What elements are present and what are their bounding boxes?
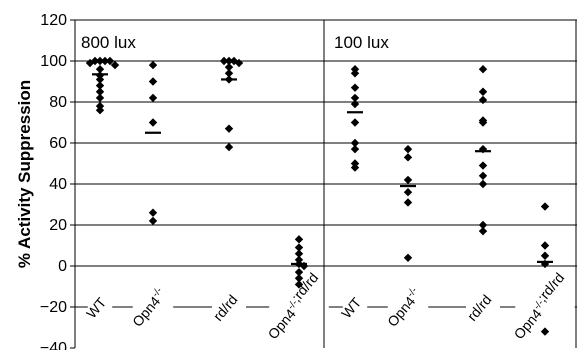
- category-label-text: WT: [83, 294, 110, 321]
- category-label-text: WT: [338, 294, 365, 321]
- data-point: [540, 327, 550, 336]
- grid-lines: [75, 60, 577, 310]
- data-point: [148, 60, 158, 70]
- data-point: [95, 106, 105, 115]
- y-tick-label: 60: [49, 135, 67, 152]
- y-tick-label: 80: [49, 94, 67, 111]
- data-point: [95, 81, 105, 90]
- data-point: [85, 58, 95, 68]
- data-point: [350, 83, 360, 92]
- data-point: [540, 259, 550, 269]
- label-gap: [269, 304, 329, 310]
- data-point: [219, 56, 229, 66]
- data-point: [224, 124, 234, 133]
- data-point: [294, 267, 304, 277]
- data-point: [95, 65, 105, 74]
- panel-label-100-lux: 100 lux: [334, 33, 389, 52]
- data-point: [148, 216, 158, 226]
- data-point: [100, 56, 110, 66]
- data-points: [85, 56, 550, 336]
- data-point: [294, 243, 304, 252]
- data-point: [350, 93, 360, 103]
- data-point: [95, 56, 105, 66]
- y-tick-label: −20: [40, 299, 67, 316]
- y-tick-label: −40: [40, 340, 67, 350]
- y-tick-label: 100: [40, 53, 67, 70]
- y-tick-labels: −40 −20 0 20 40 60 80 100 120: [40, 12, 67, 350]
- data-point: [224, 62, 234, 72]
- data-point: [350, 99, 360, 109]
- data-point: [350, 144, 360, 154]
- data-point: [148, 77, 158, 86]
- data-point: [95, 93, 105, 103]
- data-point: [478, 95, 488, 105]
- data-point: [540, 202, 550, 211]
- data-point: [540, 241, 550, 250]
- data-point: [95, 87, 105, 96]
- label-gap: [387, 304, 429, 310]
- data-point: [350, 163, 360, 172]
- data-point: [478, 171, 488, 180]
- category-label: WT: [83, 294, 110, 321]
- y-tick-label: 120: [40, 12, 67, 29]
- y-tick-label: 20: [49, 217, 67, 234]
- label-gap: [466, 304, 500, 310]
- data-point: [403, 153, 413, 162]
- data-point: [540, 251, 550, 260]
- label-gap: [132, 304, 174, 310]
- data-point: [294, 249, 304, 258]
- data-point: [229, 56, 239, 66]
- data-point: [148, 118, 158, 127]
- data-point: [403, 144, 413, 154]
- data-point: [224, 142, 234, 152]
- y-axis-label: % Activity Suppression: [15, 80, 34, 268]
- data-point: [478, 144, 488, 154]
- label-gap: [342, 304, 368, 310]
- data-point: [478, 118, 488, 127]
- data-point: [294, 274, 304, 283]
- data-point: [478, 87, 488, 96]
- data-point: [350, 138, 360, 148]
- panel-label-800-lux: 800 lux: [81, 33, 136, 52]
- category-label-text: ;rd/rd: [534, 270, 567, 305]
- data-point: [403, 253, 413, 262]
- y-tick-label: 0: [58, 258, 67, 275]
- data-point: [224, 56, 234, 66]
- data-point: [403, 188, 413, 197]
- data-point: [224, 75, 234, 84]
- data-point: [294, 235, 304, 244]
- data-point: [148, 208, 158, 217]
- data-point: [478, 226, 488, 236]
- data-point: [110, 60, 120, 70]
- label-gap: [87, 304, 113, 310]
- data-point: [350, 69, 360, 78]
- category-label-text: ;rd/rd: [288, 270, 321, 305]
- data-point: [478, 65, 488, 74]
- label-gap: [515, 304, 575, 310]
- axes: [70, 19, 577, 349]
- data-point: [294, 280, 304, 289]
- data-point: [350, 118, 360, 127]
- y-tick-label: 40: [49, 176, 67, 193]
- data-point: [478, 179, 488, 189]
- category-label: WT: [338, 294, 365, 321]
- data-point: [478, 161, 488, 170]
- data-point: [234, 58, 244, 68]
- data-point: [299, 261, 309, 271]
- data-point: [95, 75, 105, 84]
- label-gap: [212, 304, 246, 310]
- data-point: [105, 56, 115, 66]
- data-point: [403, 198, 413, 207]
- data-point: [224, 69, 234, 78]
- data-point: [148, 93, 158, 103]
- data-point: [403, 175, 413, 185]
- data-point: [478, 220, 488, 230]
